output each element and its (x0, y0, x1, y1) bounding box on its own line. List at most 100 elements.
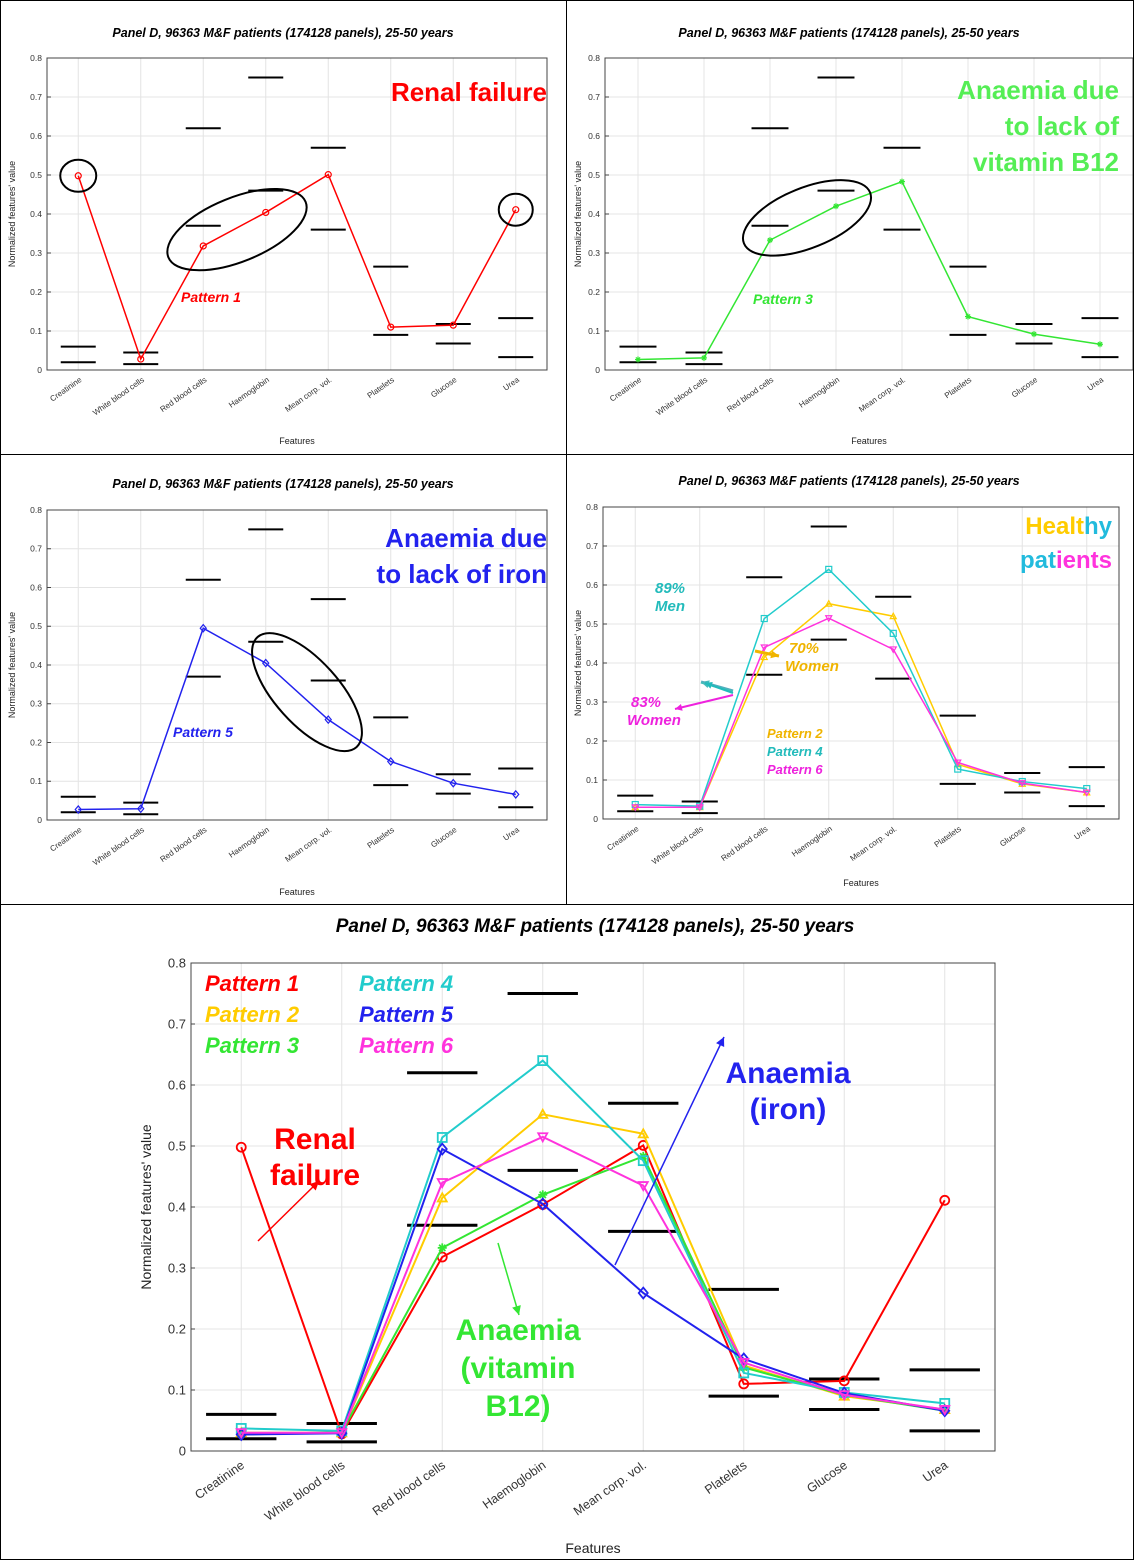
series-line (637, 180, 1101, 361)
y-tick-label: 0.2 (588, 287, 600, 297)
series-line (635, 617, 1087, 809)
annotation-arrow (704, 682, 734, 694)
panel-anaemia-b12: Panel D, 96363 M&F patients (174128 pane… (566, 0, 1134, 456)
pattern-label: Pattern 2 (767, 726, 823, 741)
legend-entry: Pattern 5 (359, 1002, 454, 1027)
y-tick-label: 0 (593, 814, 598, 824)
marker-square (637, 1155, 649, 1167)
x-tick-label: White blood cells (650, 824, 705, 866)
series-line (635, 568, 1087, 807)
marker-asterisk (635, 356, 641, 363)
women-83-label: Women (627, 712, 681, 729)
y-tick-label: 0.7 (588, 92, 600, 102)
legend-entry: Pattern 2 (205, 1002, 300, 1027)
y-tick-label: 0 (37, 365, 42, 375)
marker-asterisk (701, 354, 707, 361)
series-line (241, 1059, 945, 1432)
marker-diamond (537, 1197, 549, 1211)
highlight-ellipse (59, 158, 98, 193)
y-tick-label: 0 (179, 1444, 186, 1459)
pattern-label: Pattern 6 (767, 762, 823, 777)
y-tick-label: 0.8 (168, 956, 186, 971)
x-axis-label: Features (565, 1540, 620, 1556)
y-tick-label: 0.5 (30, 170, 42, 180)
annotation-arrow (497, 1242, 521, 1316)
marker-square (939, 1398, 951, 1409)
pattern-label: Pattern 3 (753, 291, 813, 307)
x-tick-label: Haemoglobin (790, 824, 834, 858)
marker-diamond (386, 756, 395, 767)
anaemia-b12-label: to lack of (1005, 111, 1119, 141)
y-tick-label: 0 (595, 365, 600, 375)
marker-diamond (436, 1142, 448, 1156)
x-axis-label: Features (279, 436, 315, 446)
series-pattern-6 (631, 615, 1091, 812)
chart-title: Panel D, 96363 M&F patients (174128 pane… (678, 26, 1019, 40)
x-tick-label: Creatinine (192, 1458, 247, 1502)
y-tick-label: 0.3 (168, 1261, 186, 1276)
y-tick-label: 0.6 (30, 582, 42, 592)
legend-entry: Pattern 4 (359, 971, 453, 996)
annotation-arrow (614, 1036, 725, 1266)
anaemia-b12-label: Anaemia (455, 1314, 580, 1347)
y-tick-label: 0.6 (586, 580, 598, 590)
series-line (241, 1135, 945, 1434)
y-tick-label: 0.2 (30, 287, 42, 297)
y-tick-label: 0.1 (30, 776, 42, 786)
women-70-label: Women (785, 658, 839, 675)
women-70-percent: 70% (789, 640, 819, 657)
y-tick-label: 0.1 (588, 326, 600, 336)
legend-entry: Pattern 1 (205, 971, 299, 996)
y-axis-label: Normalized features' value (573, 161, 583, 267)
chart-title: Panel D, 96363 M&F patients (174128 pane… (112, 26, 453, 40)
anaemia-iron-label: (iron) (750, 1093, 827, 1126)
y-tick-label: 0.2 (30, 737, 42, 747)
marker-triangle-up (953, 760, 962, 768)
x-tick-label: Red blood cells (719, 824, 769, 863)
x-tick-label: Glucose (429, 825, 459, 850)
x-tick-label: Haemoglobin (227, 825, 271, 859)
marker-circle (939, 1194, 951, 1206)
marker-circle (387, 323, 395, 331)
y-tick-label: 0.4 (30, 209, 42, 219)
x-tick-label: Red blood cells (158, 375, 208, 414)
series-pattern-5 (74, 623, 520, 815)
y-tick-label: 0.7 (30, 92, 42, 102)
x-axis-label: Features (851, 436, 887, 446)
marker-triangle-down (953, 759, 962, 767)
marker-square (889, 629, 897, 637)
marker-square (1083, 784, 1091, 793)
legend-entry: Pattern 3 (205, 1033, 299, 1058)
y-tick-label: 0.4 (30, 660, 42, 670)
y-tick-label: 0.1 (168, 1383, 186, 1398)
y-tick-label: 0 (37, 815, 42, 825)
series-pattern-3 (635, 178, 1103, 363)
y-tick-label: 0.7 (30, 544, 42, 554)
x-tick-label: White blood cells (262, 1458, 347, 1524)
y-axis-label: Normalized features' value (573, 610, 583, 716)
marker-triangle-down (631, 804, 640, 812)
x-tick-label: White blood cells (91, 375, 146, 417)
x-tick-label: Urea (502, 825, 522, 843)
highlight-ellipse (741, 179, 873, 257)
y-tick-label: 0.1 (30, 326, 42, 336)
marker-diamond (136, 804, 145, 814)
marker-asterisk (767, 237, 773, 244)
panel-combined: Panel D, 96363 M&F patients (174128 pane… (0, 904, 1134, 1560)
marker-circle (324, 171, 332, 179)
marker-triangle-down (824, 615, 833, 623)
series-pattern-1 (74, 171, 520, 363)
x-tick-label: Haemoglobin (797, 375, 841, 409)
x-tick-label: Red blood cells (158, 825, 208, 864)
x-tick-label: White blood cells (654, 375, 709, 417)
marker-asterisk (437, 1243, 447, 1253)
series-line (241, 1147, 945, 1436)
highlight-ellipse (497, 192, 534, 227)
healthy-label: Healthy (1025, 513, 1112, 540)
y-tick-label: 0.4 (586, 658, 598, 668)
reference-ranges (617, 525, 1105, 815)
y-tick-label: 0.5 (588, 170, 600, 180)
x-tick-label: Platelets (933, 824, 963, 849)
x-tick-label: Mean corp. vol. (283, 375, 333, 414)
